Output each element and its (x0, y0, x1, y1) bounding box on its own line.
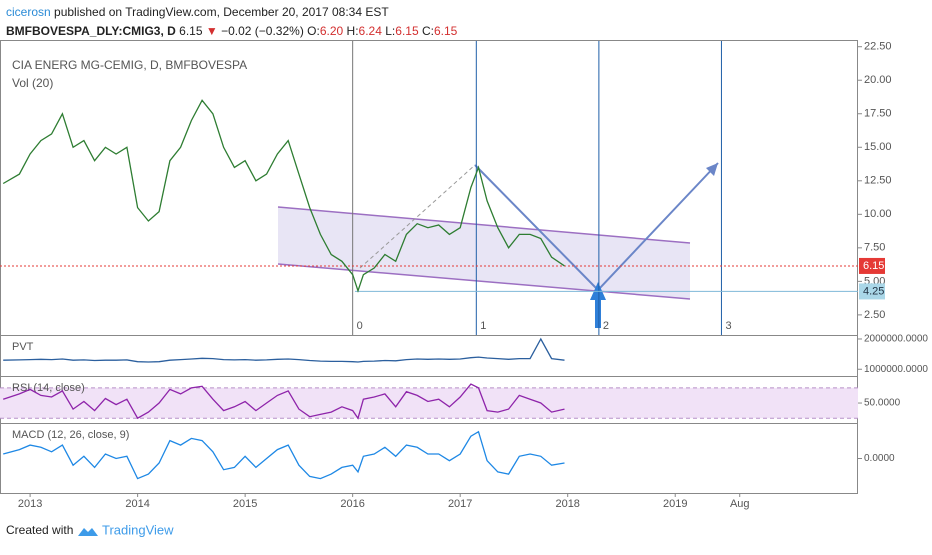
y-tick-label: 22.50 (864, 41, 892, 53)
logo (78, 528, 98, 536)
publisher[interactable]: cicerosn (6, 5, 51, 19)
pane-title: RSI (14, close) (12, 382, 85, 394)
last: 6.15 (179, 24, 203, 38)
pane-line (2, 383, 565, 420)
fib-label: 3 (725, 320, 731, 332)
chart-title: CIA ENERG MG-CEMIG, D, BMFBOVESPA (12, 58, 247, 72)
header-line: cicerosn published on TradingView.com, D… (6, 5, 389, 19)
target-label: 4.25 (863, 285, 884, 297)
up-arrow (590, 282, 606, 328)
last-price-box (859, 257, 885, 274)
arrow: ▼ (206, 24, 218, 38)
x-tick-label: 2017 (448, 498, 472, 510)
fib-label: 1 (480, 320, 486, 332)
channel-bottom (277, 263, 691, 300)
rsi-band (0, 387, 858, 419)
x-tick-label: 2018 (555, 498, 579, 510)
arrow-head (706, 163, 718, 176)
price-line (2, 99, 565, 293)
l-label: L: (385, 24, 395, 38)
x-tick-label: 2014 (125, 498, 149, 510)
published: published on TradingView.com, December 2… (54, 5, 389, 19)
c-label: C: (422, 24, 434, 38)
y-tick-label: 2.50 (864, 309, 885, 321)
y-tick-label: 12.50 (864, 175, 892, 187)
y-tick-label: 15.00 (864, 141, 892, 153)
ticker-line: BMFBOVESPA_DLY:CMIG3, D 6.15 ▼ −0.02 (−0… (6, 24, 458, 38)
chart-subtitle: Vol (20) (12, 76, 53, 90)
o-label: O: (307, 24, 320, 38)
target-box (859, 283, 885, 300)
channel-fill (278, 207, 690, 299)
symbol: BMFBOVESPA_DLY:CMIG3, D (6, 24, 176, 38)
y-tick-label: 50.0000 (864, 398, 901, 409)
x-tick-label: 2019 (663, 498, 687, 510)
pane-title: PVT (12, 341, 34, 353)
footer-created: Created with (6, 523, 73, 537)
channel-top (277, 206, 691, 244)
x-tick-label: Aug (730, 498, 750, 510)
chart-frame (0, 40, 858, 494)
y-tick-label: 0.0000 (864, 453, 895, 464)
x-tick-label: 2016 (340, 498, 364, 510)
pane-line (3, 430, 565, 480)
c: 6.15 (434, 24, 458, 38)
change: −0.02 (−0.32%) (221, 24, 304, 38)
o: 6.20 (320, 24, 344, 38)
y-tick-label: 1000000.0000 (864, 364, 928, 375)
pane-title: MACD (12, 26, close, 9) (12, 429, 129, 441)
x-tick-label: 2013 (18, 498, 42, 510)
y-tick-label: 20.00 (864, 74, 892, 86)
h-label: H: (347, 24, 359, 38)
y-tick-label: 10.00 (864, 208, 892, 220)
pane-line (3, 337, 565, 363)
y-tick-label: 2000000.0000 (864, 334, 928, 345)
dashed-trend (359, 164, 476, 269)
footer-brand[interactable]: TradingView (102, 522, 174, 537)
l: 6.15 (395, 24, 419, 38)
h: 6.24 (359, 24, 383, 38)
last-price-label: 6.15 (863, 260, 884, 272)
fib-label: 2 (603, 320, 609, 332)
x-tick-label: 2015 (233, 498, 257, 510)
y-tick-label: 17.50 (864, 108, 892, 120)
y-tick-label: 7.50 (864, 242, 885, 254)
fib-label: 0 (357, 320, 363, 332)
